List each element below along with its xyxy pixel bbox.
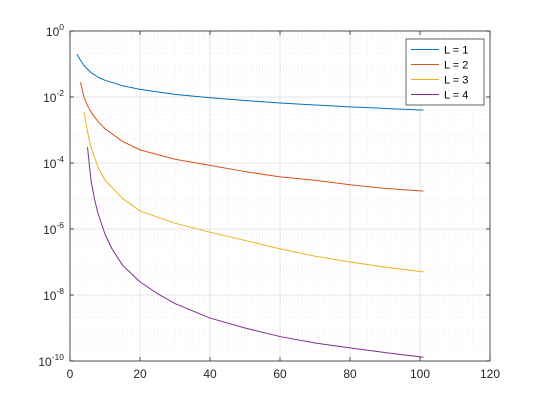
y-tick-label-base: 10	[38, 355, 52, 369]
x-tick-label: 60	[273, 367, 287, 381]
y-tick-label-exponent: -6	[56, 220, 64, 230]
y-tick-label-exponent: -4	[56, 154, 64, 164]
series-line-2	[80, 82, 424, 192]
y-tick-label-base: 10	[43, 91, 57, 105]
legend-label-4: L = 4	[444, 90, 468, 102]
x-tick-labels: 0 20 40 60 80 100 120	[67, 367, 501, 381]
tick-marks	[69, 30, 491, 362]
y-tick-label: 10-2	[43, 88, 64, 105]
legend-label-3: L = 3	[444, 75, 468, 87]
svg-text:10-4: 10-4	[43, 154, 64, 171]
y-tick-label: 100	[46, 22, 64, 39]
y-tick-label-base: 10	[43, 289, 57, 303]
svg-text:10-8: 10-8	[43, 286, 64, 303]
legend: L = 1 L = 2 L = 3 L = 4	[405, 38, 485, 106]
legend-label-1: L = 1	[444, 45, 468, 57]
series-line-3	[83, 111, 424, 273]
legend-label-2: L = 2	[444, 60, 468, 72]
x-tick-label: 0	[67, 367, 74, 381]
svg-text:100: 100	[46, 22, 64, 39]
y-tick-label-base: 10	[46, 25, 60, 39]
x-tick-label: 100	[410, 367, 430, 381]
y-tick-label-exponent: -10	[52, 352, 65, 362]
series-layer	[76, 53, 424, 358]
series-line-4	[87, 147, 424, 358]
x-tick-label: 80	[343, 367, 357, 381]
y-tick-label-exponent: 0	[59, 22, 64, 32]
y-tick-label: 10-4	[43, 154, 64, 171]
y-tick-label-base: 10	[43, 223, 57, 237]
x-tick-label: 40	[203, 367, 217, 381]
x-tick-label: 20	[133, 367, 147, 381]
y-tick-label-base: 10	[43, 157, 57, 171]
svg-text:10-10: 10-10	[38, 352, 64, 369]
y-tick-label-exponent: -2	[56, 88, 64, 98]
svg-text:10-2: 10-2	[43, 88, 64, 105]
x-tick-label: 120	[480, 367, 500, 381]
y-tick-label-exponent: -8	[56, 286, 64, 296]
svg-text:10-6: 10-6	[43, 220, 64, 237]
y-tick-label: 10-10	[38, 352, 64, 369]
y-tick-label: 10-6	[43, 220, 64, 237]
series-line-1	[76, 53, 424, 111]
y-tick-label: 10-8	[43, 286, 64, 303]
